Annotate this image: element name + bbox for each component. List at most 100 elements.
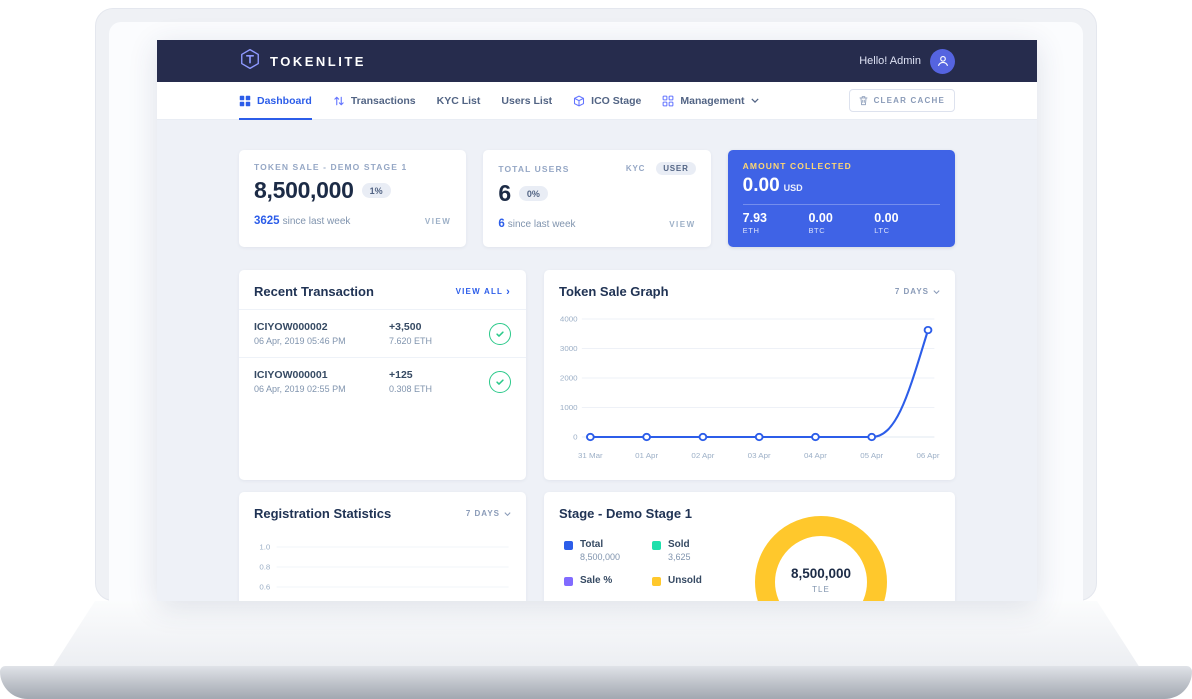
total-users-view-link[interactable]: VIEW: [669, 220, 696, 229]
svg-text:02 Apr: 02 Apr: [691, 451, 714, 460]
user-toggle[interactable]: USER: [656, 162, 696, 175]
legend-value: 3,625: [668, 552, 691, 562]
legend-label: Sale %: [580, 575, 613, 586]
laptop-base: [0, 666, 1192, 699]
nav-item-kyc-list[interactable]: KYC List: [437, 82, 481, 119]
success-check-icon: [489, 370, 511, 393]
total-users-label: TOTAL USERS: [498, 163, 570, 174]
kyc-toggle[interactable]: KYC: [625, 164, 646, 173]
token-sale-value: 8,500,000: [254, 177, 354, 203]
token-sale-delta-caption: since last week: [282, 216, 351, 227]
user-avatar[interactable]: [930, 48, 955, 74]
content-area: TOKEN SALE - DEMO STAGE 1 8,500,000 1% 3…: [239, 120, 955, 601]
tokenlite-logo-icon: [239, 48, 261, 75]
amount-collected-value: 0.00: [742, 175, 780, 196]
legend-label: Total: [580, 539, 604, 550]
view-all-link[interactable]: VIEW ALL ›: [455, 286, 511, 297]
token-sale-graph-panel: Token Sale Graph 7 DAYS 4000 3000 2000 1000…: [544, 270, 955, 480]
stage-legend: Total 8,500,000 Sold 3,625: [564, 539, 740, 588]
legend-label: Unsold: [668, 575, 702, 586]
recent-transactions-panel: Recent Transaction VIEW ALL › ICIYOW0000…: [239, 270, 526, 480]
nav-item-dashboard[interactable]: Dashboard: [239, 82, 312, 120]
svg-text:1000: 1000: [560, 403, 578, 412]
brand-name: TOKENLITE: [270, 53, 366, 69]
legend-value: 8,500,000: [580, 552, 621, 562]
svg-text:0.8: 0.8: [259, 563, 270, 572]
stage-panel: Stage - Demo Stage 1 Total 8,500,000: [544, 492, 955, 601]
eth-value: 7.93: [742, 211, 767, 225]
token-sale-graph-title: Token Sale Graph: [559, 284, 669, 299]
stage-title: Stage - Demo Stage 1: [559, 506, 692, 521]
svg-text:0.6: 0.6: [259, 583, 270, 592]
amount-collected-card: AMOUNT COLLECTED 0.00 USD 7.93 ETH 0.00 …: [727, 150, 955, 247]
success-check-icon: [489, 322, 511, 345]
top-app-bar: TOKENLITE Hello! Admin: [157, 40, 1037, 82]
legend-label: Sold: [668, 539, 690, 550]
grid-icon: [239, 95, 251, 106]
range-label: 7 DAYS: [894, 287, 929, 296]
registration-statistics-panel: Registration Statistics 7 DAYS 1.0 0.8 0.6…: [239, 492, 526, 601]
total-users-delta: 6: [498, 218, 505, 230]
svg-text:3000: 3000: [560, 344, 578, 353]
ltc-value: 0.00: [874, 211, 899, 225]
svg-text:06 Apr: 06 Apr: [917, 451, 940, 460]
token-sale-view-link[interactable]: VIEW: [424, 217, 452, 226]
view-all-label: VIEW ALL: [455, 287, 504, 296]
svg-text:4000: 4000: [560, 315, 578, 324]
nav-item-transactions[interactable]: Transactions: [333, 82, 416, 119]
legend-swatch-sale-percent: [564, 577, 573, 586]
laptop-neck: [52, 601, 1140, 668]
svg-text:0: 0: [573, 433, 577, 442]
token-sale-chart: 4000 3000 2000 1000 031 Mar 01 Apr 02 Apr 03 Ap…: [560, 315, 940, 460]
registration-chart: 1.00.80.60.40.20.0: [259, 543, 509, 592]
transaction-row[interactable]: ICIYOW000001 06 Apr, 2019 02:55 PM +125 …: [239, 357, 526, 405]
brand[interactable]: TOKENLITE: [239, 48, 366, 75]
legend-item-sold: Sold 3,625: [652, 539, 740, 562]
clear-cache-button[interactable]: CLEAR CACHE: [848, 89, 955, 112]
clear-cache-label: CLEAR CACHE: [873, 96, 945, 105]
transaction-row[interactable]: ICIYOW000002 06 Apr, 2019 05:46 PM +3,50…: [239, 309, 526, 357]
nav-label: KYC List: [436, 94, 481, 107]
tx-amount: +125: [389, 369, 413, 381]
tx-id: ICIYOW000002: [254, 321, 328, 333]
token-sale-range-dropdown[interactable]: 7 DAYS: [895, 287, 940, 296]
btc-value: 0.00: [808, 211, 833, 225]
nav-label: Users List: [501, 94, 553, 107]
registration-range-dropdown[interactable]: 7 DAYS: [466, 509, 511, 518]
nav-label: ICO Stage: [591, 94, 642, 107]
legend-item-sale-percent: Sale %: [564, 575, 652, 588]
tx-date: 06 Apr, 2019 05:46 PM: [254, 336, 346, 346]
user-icon: [937, 55, 948, 67]
ltc-unit: LTC: [874, 226, 890, 235]
stage-donut-ring: [755, 516, 887, 601]
eth-unit: ETH: [742, 226, 760, 235]
total-users-delta-row: 6 since last week: [498, 214, 575, 232]
legend-item-total: Total 8,500,000: [564, 539, 652, 562]
tx-date: 06 Apr, 2019 02:55 PM: [254, 384, 346, 394]
divider: [742, 204, 940, 205]
legend-swatch-total: [564, 541, 573, 550]
token-sale-delta: 3625: [254, 215, 280, 227]
amount-collected-currency: USD: [783, 183, 803, 193]
total-users-percent-badge: 0%: [518, 186, 548, 201]
nav-label: Dashboard: [257, 94, 312, 107]
btc-amount: 0.00 BTC: [808, 211, 874, 235]
chevron-down-icon: [750, 98, 759, 103]
token-sale-percent-badge: 1%: [361, 183, 391, 198]
svg-text:01 Apr: 01 Apr: [635, 451, 658, 460]
svg-text:03 Apr: 03 Apr: [748, 451, 771, 460]
recent-transactions-title: Recent Transaction: [254, 284, 374, 299]
nav-item-ico-stage[interactable]: ICO Stage: [573, 82, 641, 119]
nav-item-management[interactable]: Management: [662, 82, 759, 119]
registration-statistics-title: Registration Statistics: [254, 506, 392, 521]
total-users-stat-card: TOTAL USERS KYC USER 6 0% 6 since last we…: [483, 150, 711, 247]
token-sale-label: TOKEN SALE - DEMO STAGE 1: [254, 162, 408, 172]
svg-text:2000: 2000: [560, 374, 578, 383]
range-label: 7 DAYS: [465, 509, 500, 518]
ltc-amount: 0.00 LTC: [874, 211, 940, 235]
apps-grid-icon: [662, 95, 674, 106]
token-sale-delta-row: 3625 since last week: [254, 211, 350, 229]
trash-icon: [859, 96, 867, 106]
svg-text:31 Mar: 31 Mar: [578, 451, 603, 460]
nav-item-users-list[interactable]: Users List: [501, 82, 552, 119]
